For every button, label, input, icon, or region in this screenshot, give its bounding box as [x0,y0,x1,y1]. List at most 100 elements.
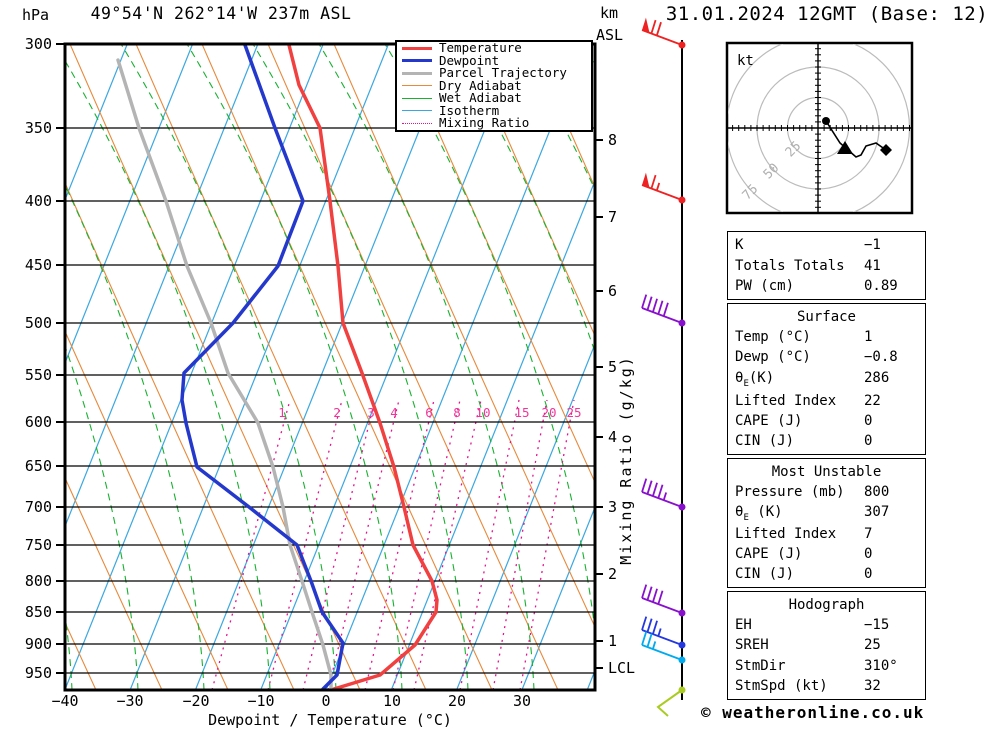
table-row-value: 7 [864,526,873,543]
table-row-label: K [735,237,744,254]
svg-text:600: 600 [25,413,52,431]
legend-item: Wet Adiabat [397,92,591,105]
copyright: © weatheronline.co.uk [701,703,925,722]
table-row-value: −15 [864,617,890,634]
table-row: StmSpd (kt) 32 [728,678,925,694]
wind-barb [641,294,683,324]
svg-text:8: 8 [608,131,617,149]
table-row-value: 25 [864,637,881,654]
svg-text:900: 900 [25,635,52,653]
table-row-value: 22 [864,392,881,409]
table-row-label: StmSpd (kt) [735,677,828,694]
legend-label: Dry Adiabat [439,77,522,93]
wind-barb [641,631,683,661]
legend-item: Isotherm [397,104,591,118]
table-row-value: 32 [864,677,881,694]
table-row-label: CAPE (J) [735,546,803,563]
svg-text:−40: −40 [51,692,78,710]
altitude-axis: km ASL 8 7 6 5 4 3 2 1 LCL Mixing Ratio (g/kg) [595,4,635,677]
svg-text:450: 450 [25,256,52,274]
temperature-curve [287,43,439,691]
parcel-trajectory-curve [116,58,333,691]
legend-swatch-line [402,97,432,99]
table-row: CIN (J) 0 [728,433,925,449]
table-row-value: −0.8 [864,349,898,366]
legend-item: Dry Adiabat [397,77,591,93]
wind-barb [641,172,683,201]
svg-text:15: 15 [514,405,529,420]
table-row-label: StmDir [735,657,786,674]
table-row-value: 310° [864,657,898,674]
table-title: Surface [796,309,856,326]
legend-item: Mixing Ratio [397,117,591,130]
legend: Temperature Dewpoint Parcel Trajectory Dry … [395,40,593,132]
table-row-value: 1 [864,329,873,346]
svg-text:6: 6 [608,282,617,300]
hodograph-diamond-marker [880,144,892,156]
svg-text:4: 4 [390,405,398,420]
svg-text:4: 4 [608,428,617,446]
svg-text:800: 800 [25,572,52,590]
svg-text:400: 400 [25,192,52,210]
svg-text:500: 500 [25,314,52,332]
svg-text:2: 2 [333,405,341,420]
svg-text:LCL: LCL [608,659,635,677]
svg-text:−20: −20 [182,692,209,710]
table-row-label: Totals Totals [735,257,845,274]
table-row-value: 0 [864,432,873,449]
wind-barb [641,616,683,646]
legend-item: Parcel Trajectory [397,67,591,80]
table-row-value: 307 [864,503,890,520]
legend-swatch-line [402,122,432,124]
station-title: 49°54'N 262°14'W 237m ASL [90,4,352,23]
table-row: θE (K) 307 [728,504,925,523]
legend-label: Mixing Ratio [439,115,530,131]
legend-label: Parcel Trajectory [439,65,567,81]
wind-barb [641,584,683,614]
stats-table: Surface Temp (°C) 1 Dewp (°C) −0.8 θE(K) 286 Li… [727,303,926,455]
legend-item: Temperature [397,42,591,55]
svg-text:8: 8 [453,405,461,420]
temperature-axis: −40 −30 −20 −10 0 10 20 30 Dewpoint / Temperatur… [51,692,531,729]
svg-text:7: 7 [608,208,617,226]
svg-text:300: 300 [25,35,52,53]
legend-label: Temperature [439,40,522,56]
table-row-label: PW (cm) [735,277,795,294]
table-row-label: CAPE (J) [735,412,803,429]
svg-text:6: 6 [425,405,433,420]
table-row: Temp (°C) 1 [728,329,925,345]
table-row: CIN (J) 0 [728,566,925,582]
table-row-label: Pressure (mb) [735,483,845,500]
svg-text:700: 700 [25,498,52,516]
svg-text:30: 30 [513,692,531,710]
table-row: Lifted Index 7 [728,526,925,542]
svg-text:850: 850 [25,603,52,621]
table-row: θE(K) 286 [728,370,925,389]
table-row: CAPE (J) 0 [728,413,925,429]
svg-text:650: 650 [25,457,52,475]
table-row: Lifted Index 22 [728,393,925,409]
hodograph-trace [825,120,887,158]
table-row-label: CIN (J) [735,566,795,583]
table-row: SREH 25 [728,637,925,653]
wind-barb [656,689,683,717]
svg-text:350: 350 [25,119,52,137]
legend-swatch-line [402,110,432,112]
table-row-value: 0 [864,546,873,563]
legend-swatch-line [402,46,432,50]
table-row-value: 0.89 [864,277,898,294]
legend-item: Dewpoint [397,54,591,68]
pressure-axis-unit: hPa [22,6,50,24]
svg-text:20: 20 [541,405,556,420]
table-row-label: EH [735,617,752,634]
table-row-value: 41 [864,257,881,274]
svg-text:10: 10 [475,405,490,420]
stats-table: K −1 Totals Totals 41 PW (cm) 0.89 [727,231,926,300]
svg-text:−10: −10 [247,692,274,710]
table-row-value: 286 [864,369,890,386]
hodograph-start-marker [822,117,830,125]
svg-text:2: 2 [608,565,617,583]
svg-text:5: 5 [608,358,617,376]
